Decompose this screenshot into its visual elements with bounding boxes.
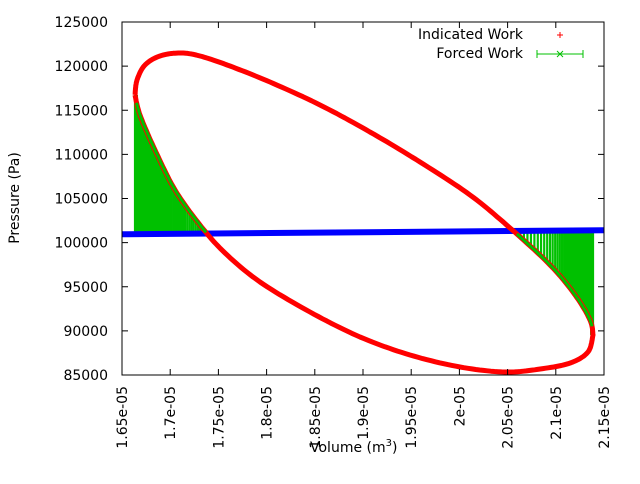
x-tick-label: 2.05e-05: [501, 386, 517, 449]
y-tick-label: 90000: [63, 324, 108, 340]
y-tick-label: 100000: [55, 236, 108, 252]
legend-marker-indicated-work: [557, 32, 563, 38]
y-tick-label: 115000: [55, 103, 108, 119]
legend: Indicated Work Forced Work: [418, 27, 584, 62]
y-axis-label: Pressure (Pa): [7, 152, 23, 244]
x-tick-label: 1.9e-05: [356, 386, 372, 440]
x-tick-label: 1.75e-05: [211, 386, 227, 449]
y-axis: 85000 90000 95000 100000 105000 110000 115000 1…: [55, 15, 604, 384]
plot-frame: [121, 21, 605, 376]
x-tick-label: 2.1e-05: [549, 386, 565, 440]
legend-marker-forced-work: [536, 50, 584, 58]
y-tick-label: 120000: [55, 59, 108, 75]
y-tick-label: 85000: [63, 368, 108, 384]
x-tick-label: 1.65e-05: [115, 386, 131, 449]
x-tick-label: 2.15e-05: [597, 386, 613, 449]
forced-work-boundary: [135, 102, 208, 234]
x-tick-label: 1.7e-05: [163, 386, 179, 440]
x-axis-label: Volume (m3): [310, 438, 397, 456]
forced-work-edge: [590, 230, 594, 335]
atmospheric-pressure-line: [121, 227, 605, 238]
forced-work-edge: [135, 94, 139, 235]
x-axis: 1.65e-05 1.7e-05 1.75e-05 1.8e-05 1.85e-05 1.…: [115, 22, 613, 449]
legend-label-indicated-work: Indicated Work: [418, 27, 524, 43]
indicated-work-curve: [132, 50, 596, 375]
forced-work-fill: [133, 94, 595, 335]
y-tick-label: 105000: [55, 192, 108, 208]
x-tick-label: 1.8e-05: [260, 386, 276, 440]
atmospheric-line: [121, 227, 605, 238]
legend-label-forced-work: Forced Work: [436, 46, 524, 62]
y-tick-label: 110000: [55, 147, 108, 163]
y-tick-label: 95000: [63, 280, 108, 296]
indicated-work-series: [132, 50, 596, 375]
y-tick-label: 125000: [55, 15, 108, 31]
x-tick-label: 2e-05: [452, 386, 468, 426]
forced-work-boundary: [515, 232, 594, 327]
x-tick-label: 1.95e-05: [404, 386, 420, 449]
x-tick-label: 1.85e-05: [308, 386, 324, 449]
